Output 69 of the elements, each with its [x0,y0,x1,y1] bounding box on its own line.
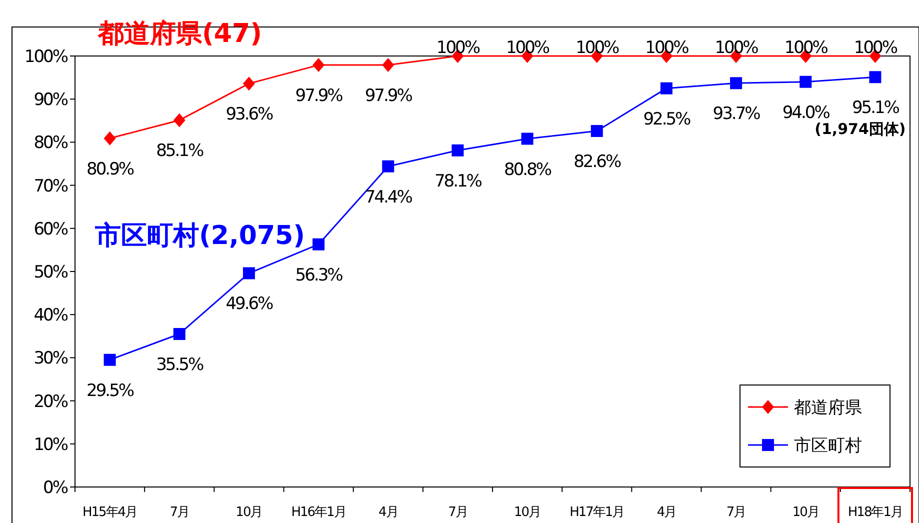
y-tick-label: 10% [34,434,68,455]
data-label: 93.6% [226,104,274,125]
data-label: 97.9% [295,86,344,106]
data-label: 80.9% [86,159,134,180]
point [173,328,186,340]
data-label: 92.5% [643,109,692,130]
data-label: 80.8% [504,160,552,180]
point [242,76,255,91]
data-label: 85.1% [156,141,204,162]
point [104,354,116,366]
y-tick-label: 20% [34,392,68,412]
x-tick-label: 10月 [514,505,541,520]
data-label: 94.0% [782,102,830,123]
point [452,144,464,156]
data-label: 100% [714,38,759,58]
point [869,71,882,84]
data-label: 82.6% [574,152,622,172]
x-tick-label: H18年1月 [848,505,903,520]
point [730,77,742,90]
data-label: 97.9% [364,86,413,106]
x-tick-label: H15年4月 [82,505,138,520]
data-label: 100% [854,38,898,58]
y-tick-label: 50% [34,262,68,282]
data-label: 56.3% [295,265,344,286]
y-tick-label: 90% [34,90,68,110]
point [173,113,186,128]
data-label: 93.7% [712,104,761,124]
point [104,131,116,146]
legend-label: 市区町村 [794,436,862,456]
x-tick-label: 7月 [448,505,468,520]
point [800,76,812,88]
x-tick-label: 4月 [656,505,676,520]
x-tick-label: 7月 [726,505,746,520]
x-tick-label: 10月 [236,505,262,520]
data-label: 100% [506,38,550,58]
point [242,267,255,280]
y-tick-label: 60% [34,219,68,240]
y-tick-label: 30% [34,348,68,369]
y-tick-label: 100% [24,46,68,67]
data-label: 29.5% [86,380,134,401]
legend-label: 都道府県 [794,398,862,418]
y-tick-label: 0% [43,478,68,498]
data-label: 35.5% [156,354,204,375]
data-label: 100% [576,38,620,58]
data-label: 74.4% [364,187,413,208]
annotation: (1,974団体) [814,120,906,138]
x-tick-label: H16年1月 [291,505,346,520]
data-label: 49.6% [226,294,274,314]
point [312,58,325,72]
data-label: 100% [784,38,828,58]
x-tick-label: H17年1月 [570,505,624,520]
data-label: 100% [436,38,480,58]
y-tick-label: 70% [34,176,68,196]
point [590,124,603,137]
y-tick-label: 80% [34,133,68,154]
point [312,238,325,250]
annotation: 市区町村(2,075) [94,221,306,251]
point [660,82,672,94]
data-label: 78.1% [434,171,482,192]
data-label: 100% [645,38,690,58]
text: 都道府県(47) [97,19,262,49]
y-tick-label: 40% [34,306,68,326]
data-label: 95.1% [852,98,900,118]
point [382,58,394,72]
point [521,132,534,145]
x-tick-label: 7月 [170,505,190,520]
x-tick-label: 4月 [378,505,398,520]
x-tick-label: 10月 [792,505,819,520]
point [382,160,394,172]
